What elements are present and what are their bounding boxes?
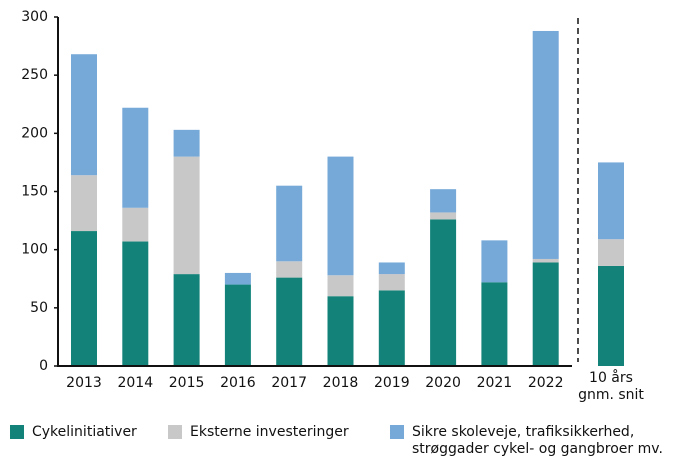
bar-segment [122, 241, 149, 366]
bar-segment [430, 212, 457, 220]
x-tick-label: 2020 [425, 375, 461, 391]
bar-segment [532, 30, 559, 259]
bar-segment [224, 272, 251, 285]
bar-segment [71, 175, 97, 232]
legend-swatch [168, 425, 182, 439]
bar-segment [378, 262, 405, 275]
legend-item: Sikre skoleveje, trafiksikkerhed, strøgg… [390, 424, 680, 458]
x-tick-label: 10 års gnm. snit [578, 370, 644, 403]
bar-segment [224, 284, 251, 366]
legend-swatch [390, 425, 404, 439]
x-tick-label: 2015 [168, 375, 205, 391]
bar-segment [327, 296, 354, 366]
bar-segment [481, 282, 508, 366]
legend-label: Sikre skoleveje, trafiksikkerhed, strøgg… [412, 424, 663, 457]
bar-segment [378, 290, 405, 366]
bar-segment [173, 129, 200, 157]
x-tick-label: 2018 [322, 375, 359, 391]
bar-segment [71, 54, 97, 176]
bar-segment [598, 239, 624, 266]
y-tick-label: 300 [21, 9, 48, 25]
bar-segment [327, 156, 354, 276]
y-tick-label: 150 [21, 184, 48, 200]
bar-segment [598, 265, 624, 366]
x-tick-label: 2021 [476, 375, 513, 391]
y-tick-label: 50 [30, 300, 48, 316]
bar-segment [122, 207, 149, 242]
plot: 0 50 100 150 200 250 300 [21, 9, 624, 374]
bar-segment [327, 275, 354, 297]
x-tick-label: 2016 [220, 375, 256, 391]
bar-segment [430, 219, 457, 366]
x-tick-label: 2022 [527, 375, 564, 391]
y-tick-label: 0 [39, 358, 48, 374]
bar-segment [122, 107, 149, 208]
bar-segment [378, 274, 405, 291]
bar-segment [532, 258, 559, 263]
y-tick-label: 100 [21, 242, 48, 258]
bar-segment [276, 185, 303, 262]
bar-segment [173, 274, 200, 366]
bar-segment [430, 189, 457, 213]
legend-swatch [10, 425, 24, 439]
bar-segment [598, 162, 624, 240]
x-tick-label: 2019 [373, 375, 410, 391]
bar-segment [173, 156, 200, 275]
legend-item: Cykelinitiativer [10, 424, 137, 441]
bar-segment [276, 261, 303, 278]
legend-label: Cykelinitiativer [32, 424, 137, 440]
bar-segment [276, 277, 303, 366]
x-tick-label: 2014 [117, 375, 154, 391]
bar-segment [71, 231, 97, 366]
x-tick-label: 2017 [271, 375, 307, 391]
bar-segment [532, 262, 559, 366]
bar-segment [481, 240, 508, 283]
x-tick-label: 2013 [66, 375, 102, 391]
legend-label: Eksterne investeringer [190, 424, 349, 440]
y-tick-label: 200 [21, 125, 48, 141]
y-tick-label: 250 [21, 67, 48, 83]
legend-item: Eksterne investeringer [168, 424, 349, 441]
